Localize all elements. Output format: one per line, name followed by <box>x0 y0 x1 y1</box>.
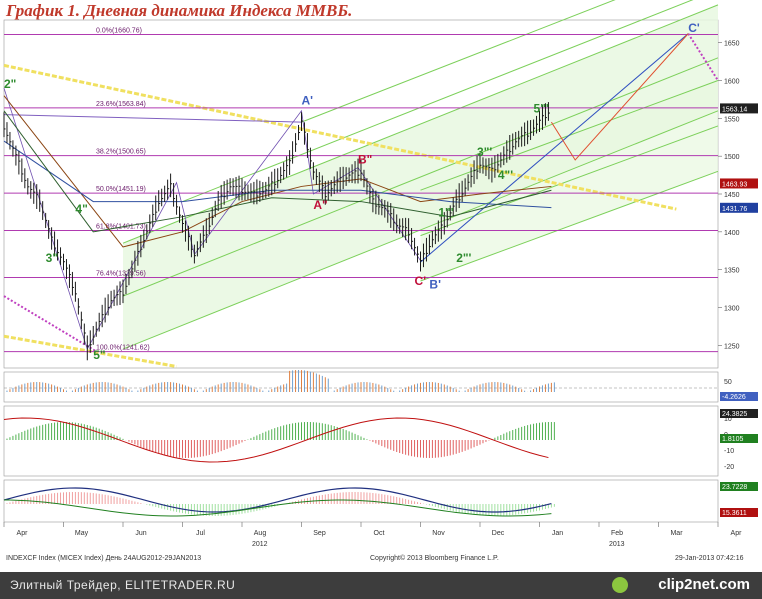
ind1-tag: -4.2626 <box>722 394 746 401</box>
wave-label: 4"' <box>498 168 513 182</box>
wave-label: 5"' <box>534 101 549 115</box>
wave-label: A' <box>302 94 314 108</box>
ind3-line-a <box>3 487 552 513</box>
y-tick-label: 1550 <box>724 116 740 123</box>
ind3-tag-2: 15.3611 <box>722 510 747 517</box>
wave-line <box>3 114 302 123</box>
y-tick-label: 1650 <box>724 41 740 48</box>
wave-label: 3" <box>46 251 58 265</box>
dotted-line-right <box>687 33 719 82</box>
x-tick-label: Jul <box>196 530 205 537</box>
wave-label: 3"' <box>477 145 492 159</box>
channel-line <box>122 110 719 350</box>
footer-copyright: Copyright© 2013 Bloomberg Finance L.P. <box>370 555 499 562</box>
chart-svg: 0.0%(1660.76) 23.6%(1563.84) 38.2%(1500.65… <box>3 0 758 548</box>
ind1-tag-box <box>720 392 758 401</box>
wave-label: B" <box>358 153 372 167</box>
y-tick-label: 1350 <box>724 268 740 275</box>
ind2-line <box>3 417 549 463</box>
price-tag-box <box>720 103 758 114</box>
wave-label: B' <box>429 278 441 292</box>
y-tick-label: 1600 <box>724 79 740 86</box>
ind3-tag-box-2 <box>720 508 758 517</box>
wave-label: 2"' <box>456 251 471 265</box>
y-tick-label: 1250 <box>724 343 740 350</box>
fib-level-label: 23.6%(1563.84) <box>96 101 146 108</box>
y-tick-label: 1300 <box>724 305 740 312</box>
chart-title: График 1. Дневная динамика Индекса ММВБ. <box>6 1 353 20</box>
x-tick-label: May <box>75 530 89 537</box>
projection-red <box>550 33 689 161</box>
dotted-line-left <box>3 295 97 353</box>
ind2-tag-box-2 <box>720 434 758 443</box>
fib-level-label: 38.2%(1500.65) <box>96 149 146 156</box>
channel-line-2 <box>420 170 719 282</box>
y-tick-label: 1450 <box>724 192 740 199</box>
indicator2-panel <box>3 405 719 477</box>
wave-label: C' <box>688 21 700 35</box>
ind3-line-b <box>3 499 552 517</box>
footer-timestamp: 29-Jan-2013 07:42:16 <box>675 555 744 562</box>
x-tick-label: Apr <box>17 530 29 537</box>
x-tick-label: Sep <box>313 530 326 537</box>
wave-label: 1"' <box>438 206 453 220</box>
x-tick-label: Jan <box>552 530 563 537</box>
ind2-tag-box-1 <box>720 409 758 418</box>
fib-level-label: 0.0%(1660.76) <box>96 28 142 35</box>
price-tag-label: 1563.14 <box>722 106 747 113</box>
wave-label: A" <box>313 198 327 212</box>
price-tag-label: 1431.76 <box>722 206 747 213</box>
channel-line <box>122 4 719 244</box>
ind2-tag-1: 24.3825 <box>722 411 747 418</box>
ind1-tick: 50 <box>724 379 732 386</box>
channel-line <box>182 0 694 203</box>
clip2net-logo-icon <box>612 577 628 593</box>
x-tick-label: Dec <box>492 530 505 537</box>
wave-label: C' <box>415 274 427 288</box>
x-tick-label: Oct <box>374 530 385 537</box>
channel-line <box>122 57 719 297</box>
projection-blue <box>420 33 689 263</box>
x-tick-label: Nov <box>432 530 445 537</box>
fib-level-label: 76.4%(1339.56) <box>96 271 146 278</box>
banner-logo[interactable]: clip2net.com <box>658 576 750 593</box>
price-tag-label: 1463.93 <box>722 181 747 188</box>
x-tick-label: Apr <box>731 530 743 537</box>
x-tick-label: Feb <box>611 530 623 537</box>
y-tick-label: 1400 <box>724 230 740 237</box>
watermark-banner: Элитный Трейдер, ELITETRADER.RU clip2net… <box>0 572 762 599</box>
footer-source: INDEXCF Index (MICEX Index) День 24AUG20… <box>6 555 202 562</box>
y-tick-label: 1500 <box>724 154 740 161</box>
yellow-trendline-upper <box>3 63 677 211</box>
wave-label: 5" <box>93 348 105 362</box>
x-tick-label: Aug <box>254 530 267 537</box>
ind2-tick: 10 <box>724 416 732 423</box>
wave-label: 4" <box>75 202 87 216</box>
ind2-tick: -20 <box>724 464 734 471</box>
x-year-label: 2012 <box>252 541 268 548</box>
ind2-tick: -10 <box>724 448 734 455</box>
banner-text: Элитный Трейдер, ELITETRADER.RU <box>10 578 236 592</box>
x-tick-label: Mar <box>670 530 683 537</box>
x-tick-label: Jun <box>135 530 146 537</box>
price-tag-box <box>720 178 758 189</box>
wave-label: 2" <box>4 77 16 91</box>
fib-level-label: 50.0%(1451.19) <box>96 186 146 193</box>
fib-level-label: 100.0%(1241.62) <box>96 345 150 352</box>
channel-line <box>301 0 616 123</box>
price-tag-box <box>720 202 758 213</box>
channel-line-2 <box>420 125 719 237</box>
ind3-tag-box-1 <box>720 482 758 491</box>
ind3-tag-1: 23.7228 <box>722 484 747 491</box>
ind2-tag-2: 1.8105 <box>722 436 744 443</box>
x-year-label: 2013 <box>609 541 625 548</box>
